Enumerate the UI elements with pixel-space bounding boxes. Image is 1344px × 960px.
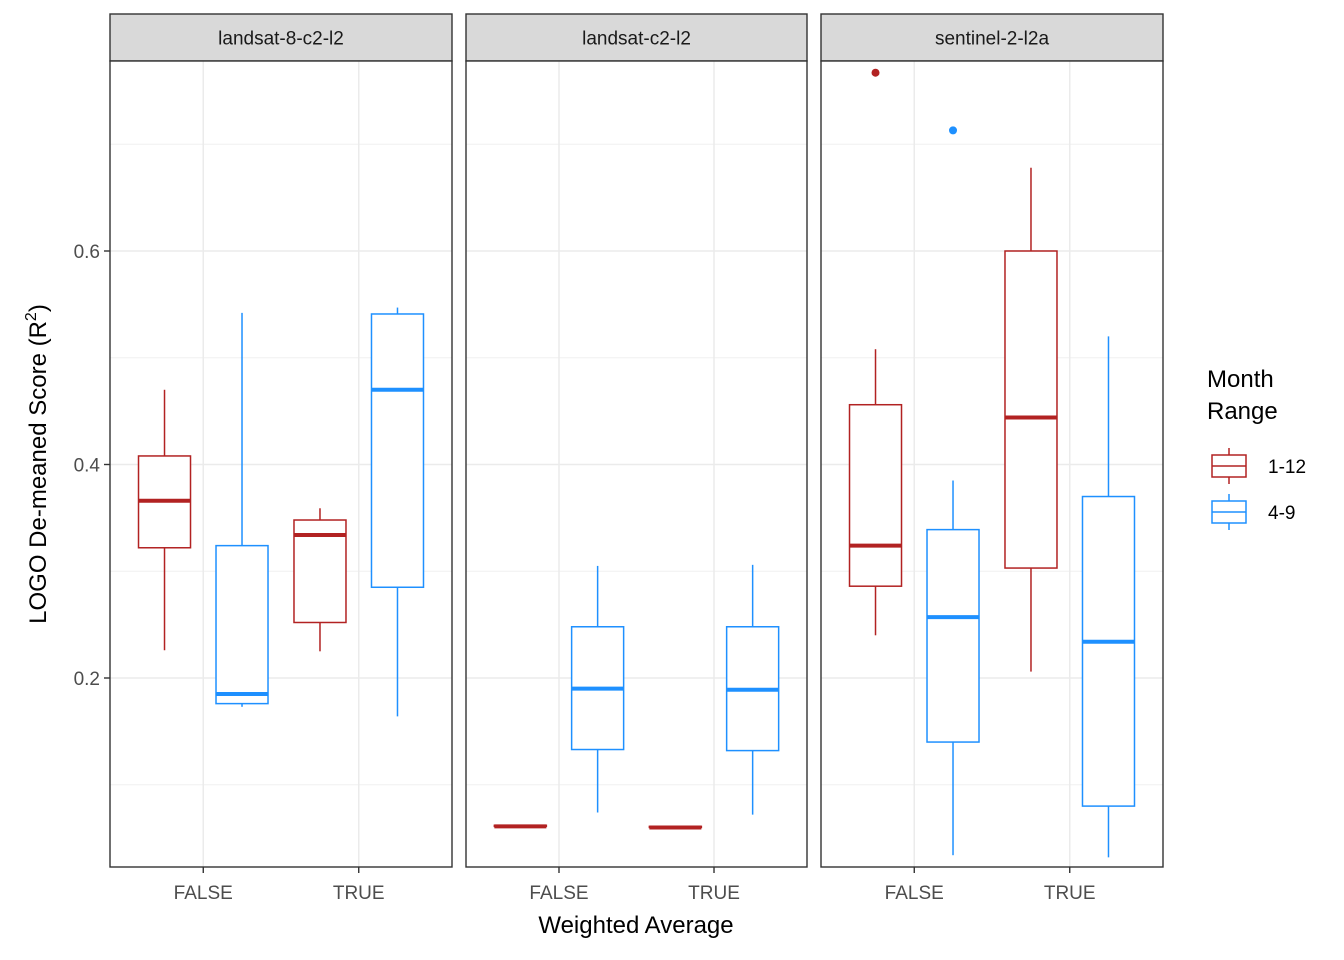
box-true-4-9 — [370, 307, 425, 717]
box-true-1-12 — [648, 825, 703, 830]
iqr-box — [293, 519, 347, 624]
x-axis-title: Weighted Average — [538, 912, 733, 939]
facet-strip — [109, 13, 453, 62]
legend-title-line2: Range — [1207, 398, 1278, 425]
facet-strip-label: sentinel-2-l2a — [935, 29, 1049, 50]
box-false-4-9 — [215, 312, 269, 707]
box-false-1-12 — [137, 389, 192, 651]
box-true-1-12 — [1004, 167, 1058, 672]
legend-title-line1: Month — [1207, 366, 1274, 393]
facet-strip — [820, 13, 1164, 62]
panel-border — [820, 60, 1164, 868]
y-tick-label: 0.4 — [74, 456, 101, 477]
facet-panel-landsat-c2-l2: landsat-c2-l2 FALSE TRUE — [465, 13, 808, 904]
x-tick-label: FALSE — [174, 883, 233, 904]
y-tick-label: 0.6 — [74, 242, 100, 263]
legend-key-1-12 — [1211, 448, 1247, 484]
iqr-box — [1004, 250, 1058, 569]
x-tick-label: FALSE — [529, 883, 588, 904]
iqr-box — [215, 544, 269, 705]
iqr-box — [926, 528, 980, 743]
x-tick-label: TRUE — [333, 883, 385, 904]
box-true-4-9 — [725, 564, 780, 815]
y-axis-title-main: LOGO De-meaned Score (R — [25, 321, 52, 624]
legend-key-4-9 — [1211, 494, 1247, 530]
box-true-4-9 — [1081, 336, 1136, 858]
box-false-1-12 — [493, 824, 548, 829]
iqr-box — [370, 313, 425, 589]
facet-strip-label: landsat-c2-l2 — [582, 29, 691, 50]
outlier-point — [871, 68, 880, 77]
facet-strip-label: landsat-8-c2-l2 — [218, 29, 344, 50]
outlier-point — [949, 126, 958, 135]
legend: Month Range 1-12 4-9 — [1207, 366, 1306, 530]
legend-label: 1-12 — [1268, 457, 1306, 478]
box-true-1-12 — [293, 508, 347, 652]
y-axis-title-superscript: 2 — [23, 312, 40, 321]
x-tick-label: TRUE — [688, 883, 740, 904]
box-false-4-9 — [926, 126, 980, 856]
facet-panel-landsat-8-c2-l2: landsat-8-c2-l2 FALSE TRUE — [109, 13, 453, 904]
box-false-4-9 — [570, 565, 625, 813]
x-tick-label: FALSE — [885, 883, 944, 904]
facet-panel-sentinel-2-l2a: sentinel-2-l2a FALSE TRUE — [820, 13, 1164, 904]
iqr-box — [848, 403, 903, 587]
iqr-box — [1081, 495, 1136, 807]
y-axis-title: LOGO De-meaned Score (R2) — [23, 304, 52, 624]
panel-border — [465, 60, 808, 868]
y-axis-title-end: ) — [25, 304, 52, 312]
y-tick-label: 0.2 — [74, 669, 100, 690]
facet-strip — [465, 13, 808, 62]
legend-label: 4-9 — [1268, 503, 1295, 524]
x-tick-label: TRUE — [1044, 883, 1096, 904]
box-false-1-12 — [848, 68, 903, 636]
